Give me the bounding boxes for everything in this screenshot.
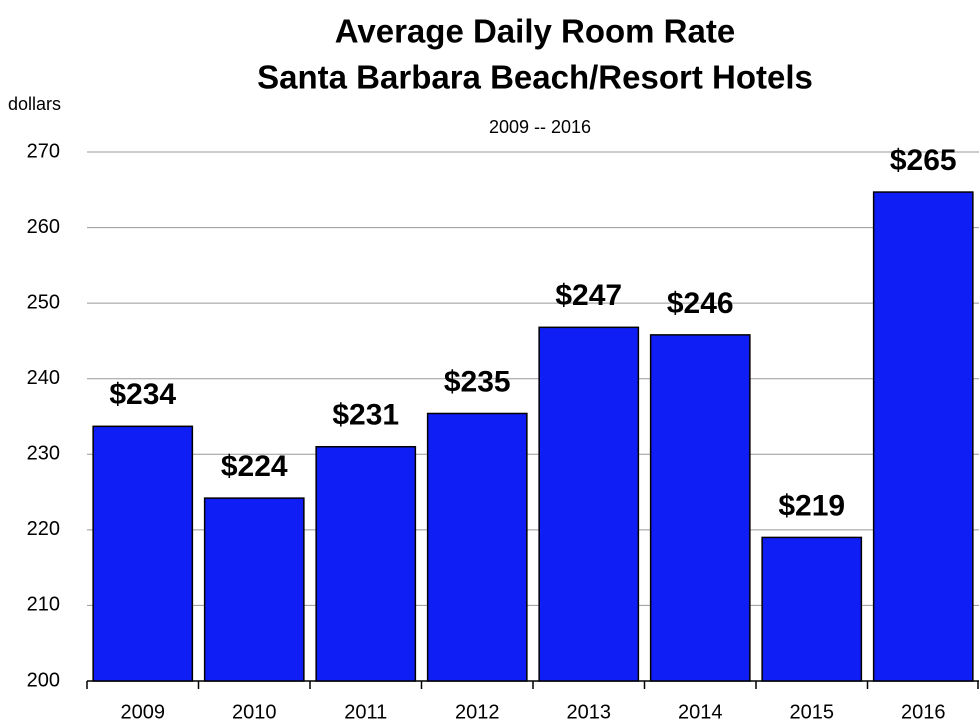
bar [203,497,305,682]
x-tick-label: 2012 [455,701,500,723]
data-label: $265 [890,144,957,177]
bar [538,326,640,682]
x-tick-label: 2010 [232,701,277,723]
x-tick-label: 2016 [901,701,946,723]
y-tick-label: 240 [27,367,60,389]
y-tick-label: 250 [27,291,60,313]
bar [315,445,417,682]
x-tick-label: 2014 [678,701,723,723]
y-tick-label: 230 [27,443,60,465]
data-label: $247 [555,279,622,312]
y-axis-label: dollars [8,94,61,114]
x-tick-label: 2013 [567,701,612,723]
y-tick-label: 210 [27,594,60,616]
x-tick-label: 2011 [344,701,387,723]
chart-subtitle: 2009 -- 2016 [489,117,591,137]
data-label: $234 [109,378,176,411]
y-tick-label: 270 [27,140,60,162]
bar [649,334,751,682]
data-label: $246 [667,287,734,320]
chart-title: Santa Barbara Beach/Resort Hotels [257,59,813,96]
x-tick-label: 2015 [790,701,835,723]
bar [761,536,863,682]
data-label: $219 [778,489,845,522]
y-tick-label: 260 [27,216,60,238]
bar [426,412,528,682]
x-tick-label: 2009 [121,701,166,723]
y-tick-label: 220 [27,518,60,540]
bar [872,191,974,682]
y-tick-label: 200 [27,669,60,691]
chart-title: Average Daily Room Rate [335,13,735,50]
data-label: $235 [444,365,511,398]
bar [92,425,194,682]
data-label: $231 [332,399,399,432]
data-label: $224 [221,450,288,483]
